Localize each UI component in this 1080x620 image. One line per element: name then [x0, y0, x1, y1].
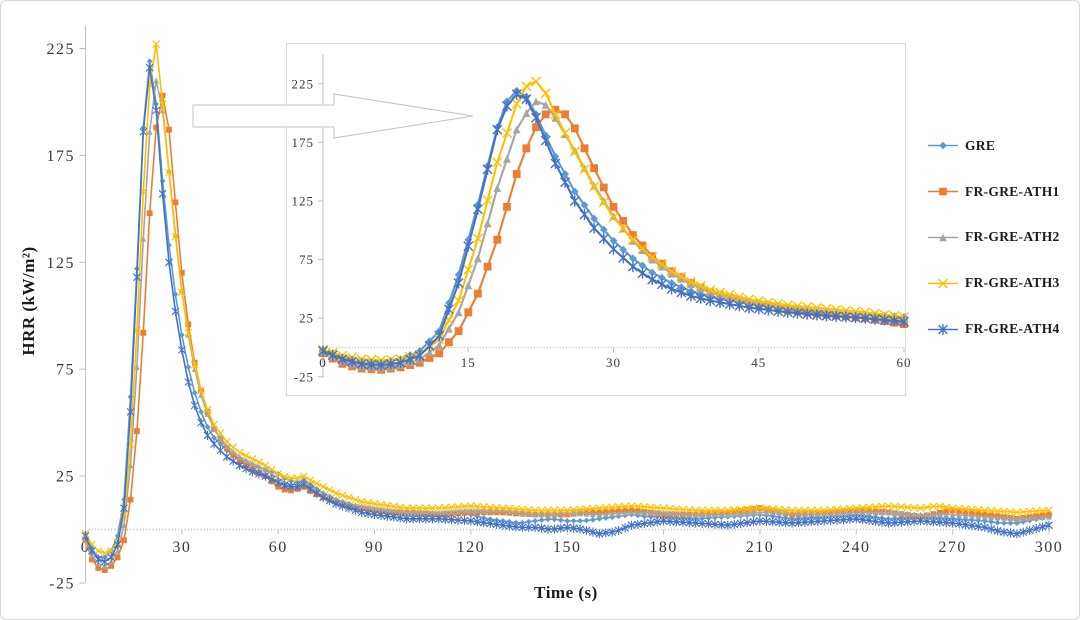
- main-x-tick-label: 180: [649, 539, 678, 556]
- main-y-tick-label: 175: [47, 148, 76, 165]
- legend-item-fr-gre-ath1: FR-GRE-ATH1: [928, 169, 1060, 215]
- legend-item-gre: GRE: [928, 123, 1060, 169]
- fr-gre-ath1-series-marker-icon: [928, 187, 958, 196]
- main-x-tick-label: 150: [553, 539, 582, 556]
- gre-series-marker-icon: [928, 142, 958, 150]
- legend-label-fr-gre-ath2: FR-GRE-ATH2: [965, 229, 1060, 245]
- legend-label-fr-gre-ath1: FR-GRE-ATH1: [965, 183, 1060, 199]
- legend-label-gre: GRE: [965, 137, 996, 153]
- y-axis-title: HRR (kW/m²): [19, 246, 38, 356]
- main-series: [81, 40, 1053, 573]
- zoom-callout-arrow-icon: [192, 93, 474, 139]
- main-y-tick-label: -25: [49, 575, 75, 592]
- legend-marker-shape: [938, 323, 948, 335]
- legend-marker-shape: [939, 187, 947, 196]
- inset-y-tick-label: -25: [294, 369, 314, 384]
- legend-label-fr-gre-ath4: FR-GRE-ATH4: [965, 321, 1060, 337]
- main-x-tick-label: 210: [746, 539, 775, 556]
- inset-y-tick-label: 225: [292, 76, 315, 91]
- legend-marker-shape: [938, 278, 948, 289]
- fr-gre-ath2-series-marker-icon: [928, 233, 958, 242]
- main-x-tick-label: 60: [269, 539, 288, 556]
- main-x-tick-label: 240: [842, 539, 871, 556]
- main-x-tick-label: 270: [938, 539, 967, 556]
- legend-marker-shape: [939, 233, 947, 242]
- legend: GRE FR-GRE-ATH1 FR-GRE-ATH2 FR-GRE-ATH3 …: [928, 123, 1060, 352]
- legend-item-fr-gre-ath4: FR-GRE-ATH4: [928, 306, 1060, 352]
- inset-x-tick-label: 0: [319, 355, 327, 370]
- main-y-tick-label: 75: [56, 362, 75, 379]
- inset-series: [318, 76, 909, 374]
- main-x-tick-label: 0: [81, 539, 91, 556]
- inset-y-tick-label: 25: [299, 311, 314, 326]
- inset-x-tick-label: 15: [461, 355, 476, 370]
- legend-label-fr-gre-ath3: FR-GRE-ATH3: [965, 275, 1060, 291]
- series-markers-fr-gre-ath4: [81, 63, 1053, 567]
- series-markers-fr-gre-ath4: [318, 88, 909, 371]
- main-x-tick-label: 300: [1035, 539, 1064, 556]
- legend-item-fr-gre-ath2: FR-GRE-ATH2: [928, 215, 1060, 261]
- legend-marker-shape: [939, 142, 947, 150]
- inset-x-tick-label: 45: [751, 355, 766, 370]
- inset-x-tick-label: 60: [897, 355, 912, 370]
- inset-x-tick-label: 30: [606, 355, 621, 370]
- inset-y-tick-label: 75: [299, 252, 314, 267]
- main-y-tick-label: 125: [47, 255, 76, 272]
- fr-gre-ath4-series-marker-icon: [928, 323, 958, 335]
- fr-gre-ath3-series-marker-icon: [928, 278, 958, 289]
- main-x-tick-label: 120: [457, 539, 486, 556]
- main-x-tick-label: 30: [172, 539, 191, 556]
- main-y-tick-label: 225: [47, 41, 76, 58]
- main-y-tick-label: 25: [56, 469, 75, 486]
- inset-y-tick-label: 125: [292, 194, 315, 209]
- legend-item-fr-gre-ath3: FR-GRE-ATH3: [928, 260, 1060, 306]
- main-x-tick-label: 90: [365, 539, 384, 556]
- x-axis-title: Time (s): [534, 583, 598, 602]
- inset-y-tick-label: 175: [292, 135, 315, 150]
